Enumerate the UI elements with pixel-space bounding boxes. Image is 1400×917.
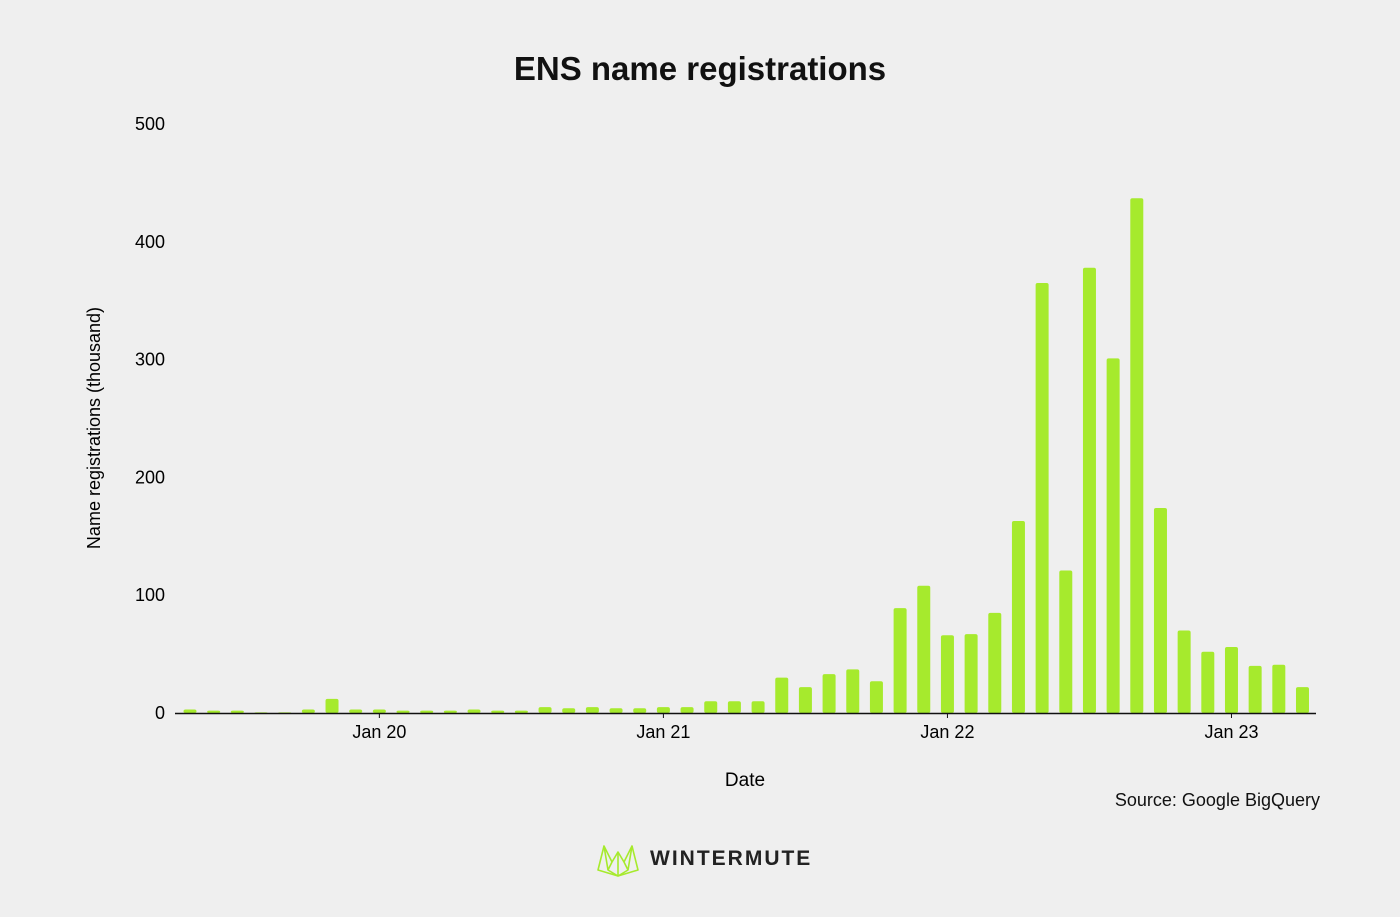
- bar-2021-05: [751, 701, 765, 713]
- bar-2022-06: [1059, 570, 1073, 713]
- bar-2022-12: [1201, 651, 1215, 713]
- bar-2020-08: [538, 707, 552, 713]
- bar-2022-04: [1011, 520, 1025, 713]
- bar-2022-07: [1082, 267, 1096, 713]
- bar-2019-12: [349, 709, 363, 713]
- y-axis-label: Name registrations (thousand): [84, 307, 104, 549]
- y-tick-300: 300: [135, 350, 165, 370]
- bar-2022-01: [940, 635, 954, 713]
- bar-2020-05: [467, 709, 481, 713]
- bar-2021-02: [680, 707, 694, 713]
- chart-title: ENS name registrations: [513, 50, 887, 87]
- bar-2023-02: [1248, 665, 1262, 713]
- wintermute-logo-icon: [597, 845, 639, 877]
- bar-2020-03: [420, 710, 434, 713]
- y-tick-100: 100: [135, 585, 165, 605]
- x-tick-label: Jan 21: [636, 722, 690, 742]
- bar-2019-10: [301, 709, 315, 713]
- bar-2019-07: [230, 710, 244, 713]
- bar-2021-08: [822, 674, 836, 713]
- y-tick-500: 500: [135, 114, 165, 134]
- x-tick-labels: Jan 20 Jan 21 Jan 22 Jan 23: [352, 713, 1259, 742]
- bar-2021-11: [893, 608, 907, 713]
- bar-2019-06: [207, 710, 221, 713]
- bar-2022-10: [1153, 508, 1167, 713]
- bars-group: [183, 198, 1309, 713]
- bar-2020-11: [609, 708, 623, 713]
- bar-2020-06: [491, 710, 505, 713]
- x-axis-label: Date: [725, 770, 765, 791]
- x-tick-label: Jan 22: [920, 722, 974, 742]
- bar-2020-04: [443, 710, 457, 713]
- bar-2023-03: [1272, 664, 1286, 713]
- bar-2022-08: [1106, 358, 1120, 713]
- bar-2021-12: [917, 585, 931, 713]
- bar-2019-05: [183, 709, 197, 713]
- bar-2022-03: [988, 612, 1002, 713]
- x-tick-label: Jan 23: [1204, 722, 1258, 742]
- bar-2020-02: [396, 710, 410, 713]
- brand-name: WINTERMUTE: [650, 847, 813, 870]
- bar-2020-12: [633, 708, 647, 713]
- bar-2020-09: [562, 708, 576, 713]
- brand-footer: WINTERMUTE: [596, 840, 812, 878]
- bar-2022-05: [1035, 283, 1049, 713]
- bar-2022-09: [1130, 198, 1144, 713]
- y-tick-400: 400: [135, 232, 165, 252]
- y-tick-labels: 0 100 200 300 400 500: [135, 114, 165, 723]
- y-tick-0: 0: [155, 703, 165, 723]
- bar-2021-07: [798, 687, 812, 713]
- bar-2021-06: [775, 677, 789, 713]
- source-note: Source: Google BigQuery: [1114, 790, 1320, 810]
- bar-2021-10: [869, 681, 883, 713]
- bar-2021-03: [704, 701, 718, 713]
- bar-2020-01: [372, 709, 386, 713]
- bar-2020-10: [585, 707, 599, 713]
- y-tick-200: 200: [135, 467, 165, 487]
- bar-2021-04: [727, 701, 741, 713]
- bar-2021-09: [846, 669, 860, 713]
- bar-2022-11: [1177, 630, 1191, 713]
- bar-undefined: [1295, 687, 1309, 713]
- bar-2021-01: [656, 707, 670, 713]
- bar-2023-01: [1224, 647, 1238, 713]
- bar-2020-07: [514, 710, 528, 713]
- bar-2019-11: [325, 698, 339, 713]
- bar-2022-02: [964, 634, 978, 713]
- x-tick-label: Jan 20: [352, 722, 406, 742]
